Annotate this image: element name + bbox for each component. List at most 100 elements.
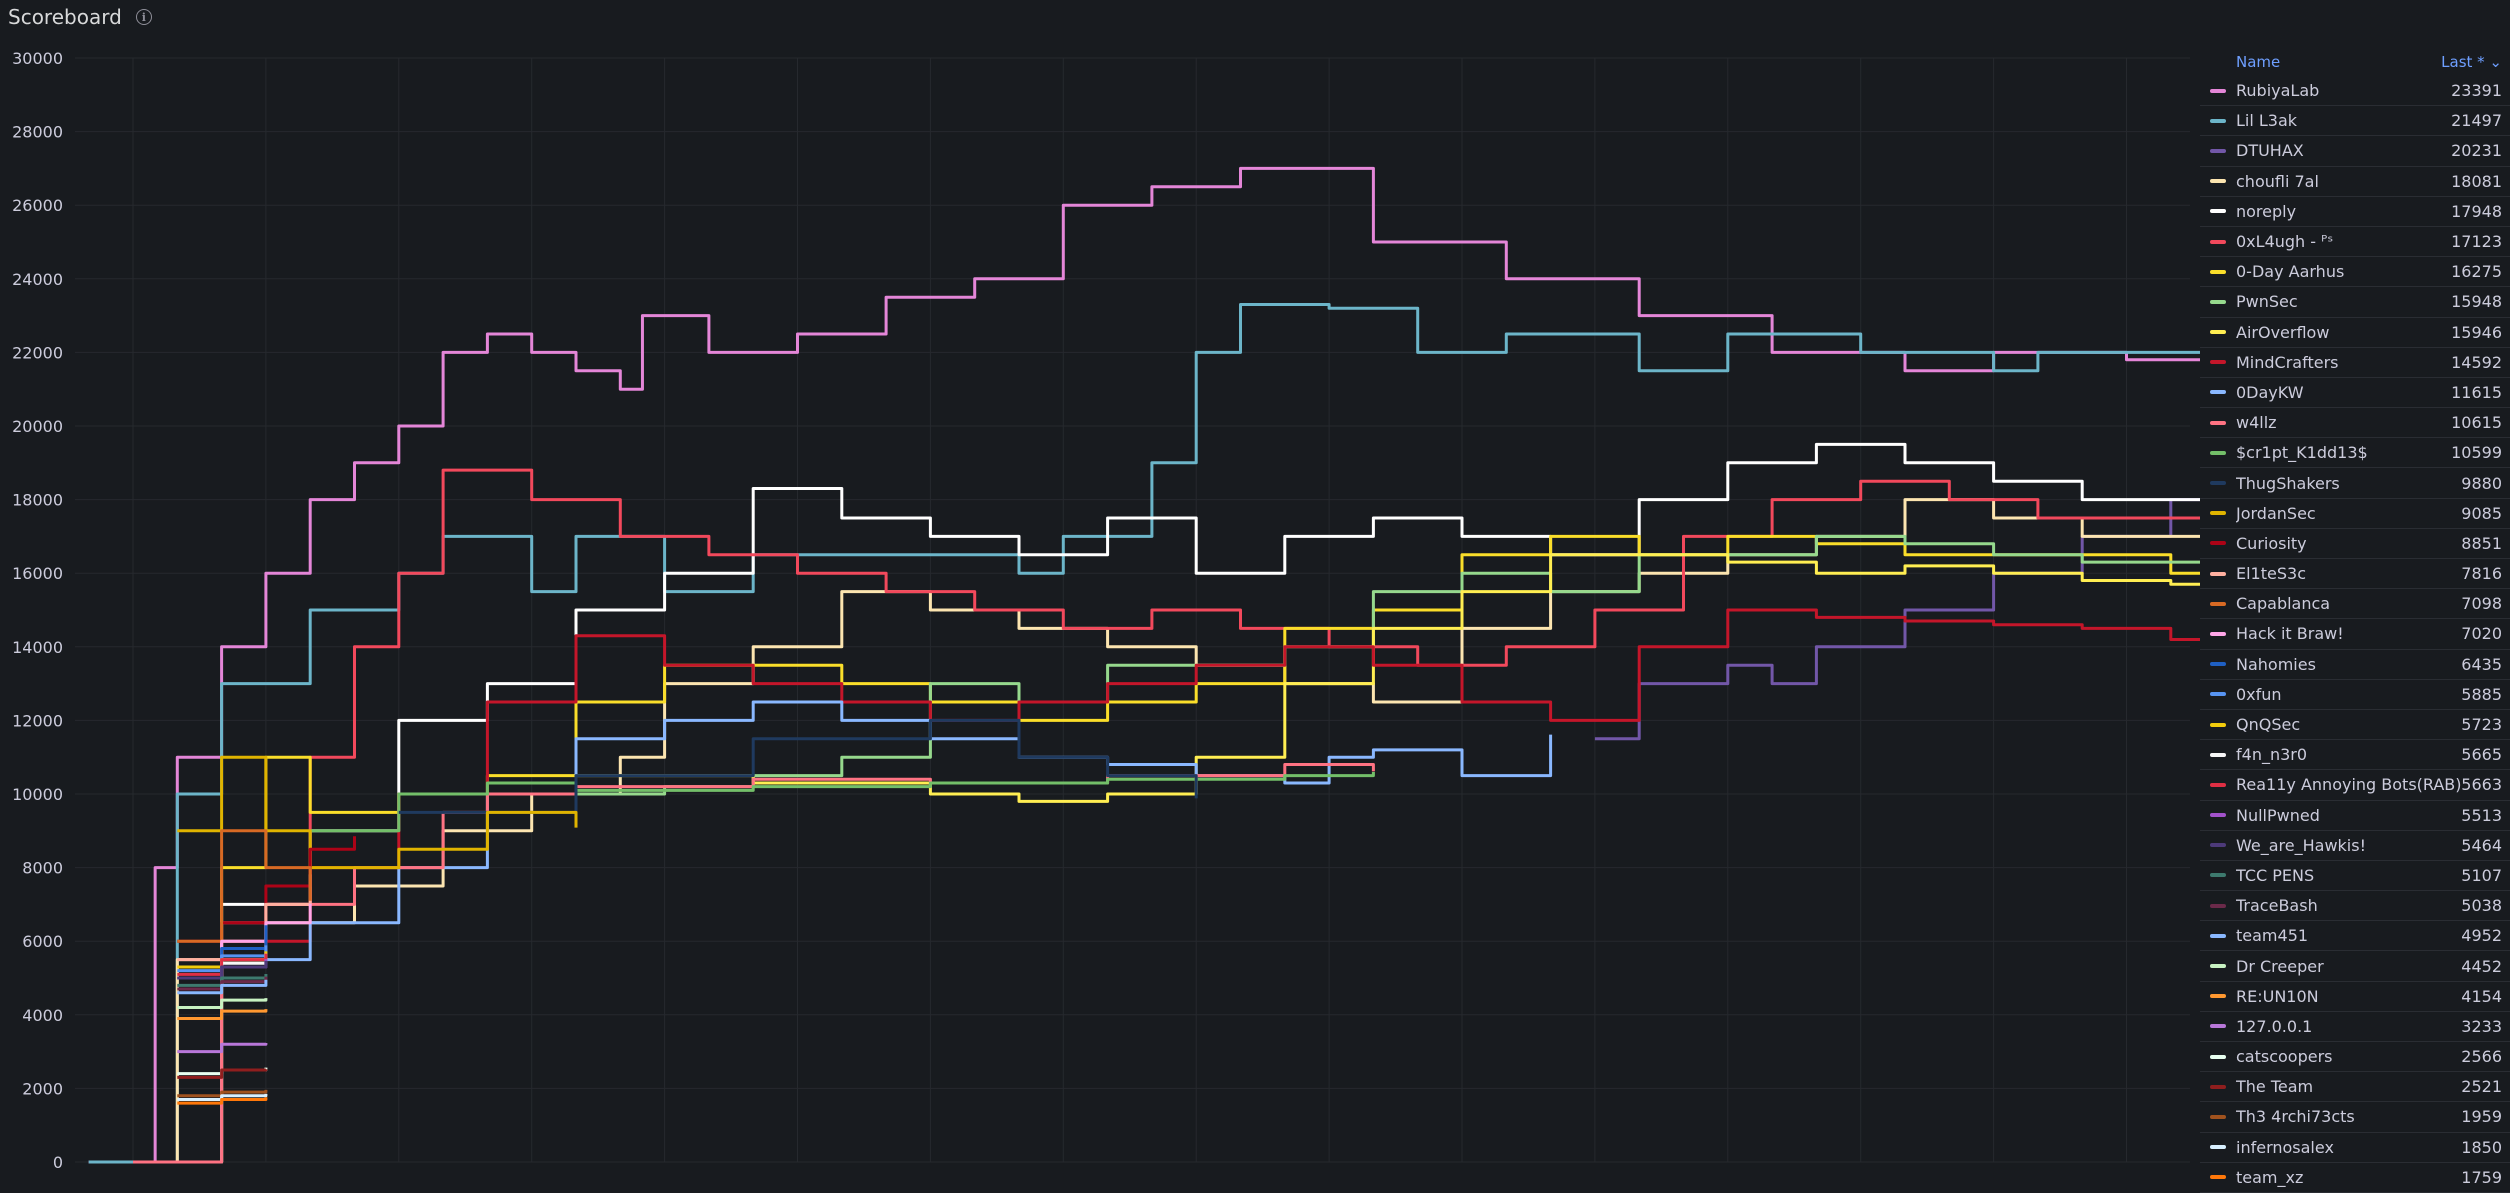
legend-item[interactable]: Dr Creeper 4452: [2200, 951, 2510, 982]
y-tick-label: 22000: [12, 343, 63, 362]
series-line[interactable]: [1594, 417, 2200, 741]
scoreboard-chart[interactable]: 0 2000 4000 6000 8000 10000 12000 14000 16000 180…: [0, 34, 2200, 1172]
series-line[interactable]: [177, 1009, 268, 1020]
legend-item-value: 14592: [2451, 352, 2502, 372]
legend-item-value: 15946: [2451, 322, 2502, 342]
legend-item[interactable]: Curiosity 8851: [2200, 529, 2510, 559]
legend-item-value: 6435: [2461, 654, 2502, 674]
legend-item[interactable]: MindCrafters 14592: [2200, 348, 2510, 378]
series-line[interactable]: [133, 763, 1375, 1164]
legend-item[interactable]: Rea11y Annoying Bots(RAB) 5663: [2200, 770, 2510, 801]
legend-item[interactable]: TCC PENS 5107: [2200, 861, 2510, 892]
series-line[interactable]: [177, 953, 268, 976]
legend-item-name: MindCrafters: [2236, 352, 2339, 372]
legend-item-name: Curiosity: [2236, 533, 2307, 553]
legend-item[interactable]: 0-Day Aarhus 16275: [2200, 257, 2510, 288]
legend-item[interactable]: choufli 7al 18081: [2200, 167, 2510, 197]
legend-item-value: 1850: [2461, 1137, 2502, 1157]
legend-item[interactable]: QnQSec 5723: [2200, 710, 2510, 741]
series-line[interactable]: [221, 608, 2200, 943]
legend-item[interactable]: team451 4952: [2200, 921, 2510, 952]
legend-value-header[interactable]: Last * ⌄: [2441, 53, 2502, 71]
legend-item[interactable]: DTUHAX 20231: [2200, 136, 2510, 167]
legend-item-value: 2521: [2461, 1077, 2502, 1097]
legend-item-name: DTUHAX: [2236, 141, 2304, 161]
legend-item-value: 4452: [2461, 956, 2502, 976]
legend-item[interactable]: RubiyaLab 23391: [2200, 76, 2510, 107]
series-line[interactable]: [398, 718, 1198, 814]
legend-name-header[interactable]: Name: [2236, 53, 2281, 71]
legend-item[interactable]: Capablanca 7098: [2200, 589, 2510, 620]
panel-title[interactable]: Scoreboard: [8, 5, 122, 29]
legend-item-value: 20231: [2451, 141, 2502, 161]
legend-item-value: 11615: [2451, 382, 2502, 402]
legend-item-value: 21497: [2451, 111, 2502, 131]
legend-item-value: 5038: [2461, 896, 2502, 916]
legend-item[interactable]: w4llz 10615: [2200, 408, 2510, 439]
legend-item-value: 9880: [2461, 473, 2502, 493]
info-icon[interactable]: i: [135, 9, 152, 25]
legend-swatch: [2210, 88, 2226, 93]
legend-item[interactable]: We_are_Hawkis! 5464: [2200, 831, 2510, 861]
series-line[interactable]: [177, 960, 268, 980]
legend-item[interactable]: Nahomies 6435: [2200, 650, 2510, 680]
legend-item-value: 10615: [2451, 413, 2502, 433]
legend-item[interactable]: 0xfun 5885: [2200, 680, 2510, 710]
legend-item-name: infernosalex: [2236, 1137, 2334, 1157]
series-line[interactable]: [133, 468, 2200, 1164]
legend-swatch: [2210, 873, 2226, 878]
legend-item[interactable]: ThugShakers 9880: [2200, 468, 2510, 499]
legend-swatch: [2210, 450, 2226, 455]
legend-item[interactable]: JordanSec 9085: [2200, 499, 2510, 529]
legend-item[interactable]: f4n_n3r0 5665: [2200, 740, 2510, 771]
legend-item[interactable]: 0xL4ugh - ᴾˢ 17123: [2200, 227, 2510, 258]
legend-item[interactable]: infernosalex 1850: [2200, 1133, 2510, 1163]
legend-item[interactable]: $cr1pt_K1dd13$ 10599: [2200, 438, 2510, 469]
legend-item-name: NullPwned: [2236, 805, 2320, 825]
legend-item[interactable]: 127.0.0.1 3233: [2200, 1012, 2510, 1042]
legend-item-name: Lil L3ak: [2236, 111, 2298, 131]
series-line[interactable]: [133, 442, 2200, 1164]
series-line[interactable]: [177, 1042, 268, 1054]
series-line[interactable]: [576, 553, 2200, 803]
legend-item-value: 4952: [2461, 926, 2502, 946]
legend-item[interactable]: El1teS3c 7816: [2200, 559, 2510, 590]
legend-item-value: 10599: [2451, 443, 2502, 463]
legend-swatch: [2210, 179, 2226, 184]
legend-item[interactable]: NullPwned 5513: [2200, 801, 2510, 831]
series-line[interactable]: [310, 771, 1375, 833]
legend-item[interactable]: Hack it Braw! 7020: [2200, 619, 2510, 650]
series-line[interactable]: [576, 534, 2200, 796]
legend-item[interactable]: AirOverflow 15946: [2200, 318, 2510, 348]
legend-item-name: RubiyaLab: [2236, 81, 2320, 101]
legend-item[interactable]: catscoopers 2566: [2200, 1042, 2510, 1073]
legend-item-value: 15948: [2451, 292, 2502, 312]
series-line[interactable]: [177, 979, 268, 995]
series-line[interactable]: [177, 1089, 268, 1098]
legend-item-name: choufli 7al: [2236, 171, 2319, 191]
legend-item-value: 4154: [2461, 986, 2502, 1006]
legend-item[interactable]: team_xz 1759: [2200, 1163, 2510, 1193]
legend-item[interactable]: The Team 2521: [2200, 1072, 2510, 1103]
legend-item[interactable]: Lil L3ak 21497: [2200, 106, 2510, 137]
legend-item[interactable]: 0DayKW 11615: [2200, 378, 2510, 409]
legend-swatch: [2210, 360, 2226, 365]
legend-item[interactable]: PwnSec 15948: [2200, 287, 2510, 318]
series-line[interactable]: [177, 1097, 268, 1105]
legend-item-value: 1759: [2461, 1167, 2502, 1187]
legend-item-name: JordanSec: [2236, 503, 2316, 523]
legend-item-value: 5723: [2461, 715, 2502, 735]
series-line[interactable]: [177, 1093, 268, 1101]
legend-swatch: [2210, 752, 2226, 757]
legend-item[interactable]: RE:UN10N 4154: [2200, 982, 2510, 1012]
series-line[interactable]: [88, 303, 2200, 1164]
legend-item-name: Th3 4rchi73cts: [2236, 1107, 2355, 1127]
series-line[interactable]: [177, 1068, 268, 1079]
series-line[interactable]: [177, 998, 268, 1009]
legend-item[interactable]: Th3 4rchi73cts 1959: [2200, 1102, 2510, 1133]
legend-item-value: 5663: [2461, 775, 2502, 795]
legend-item[interactable]: noreply 17948: [2200, 197, 2510, 227]
legend-item[interactable]: TraceBash 5038: [2200, 891, 2510, 922]
legend-swatch: [2210, 1024, 2226, 1029]
legend-swatch: [2210, 541, 2226, 546]
